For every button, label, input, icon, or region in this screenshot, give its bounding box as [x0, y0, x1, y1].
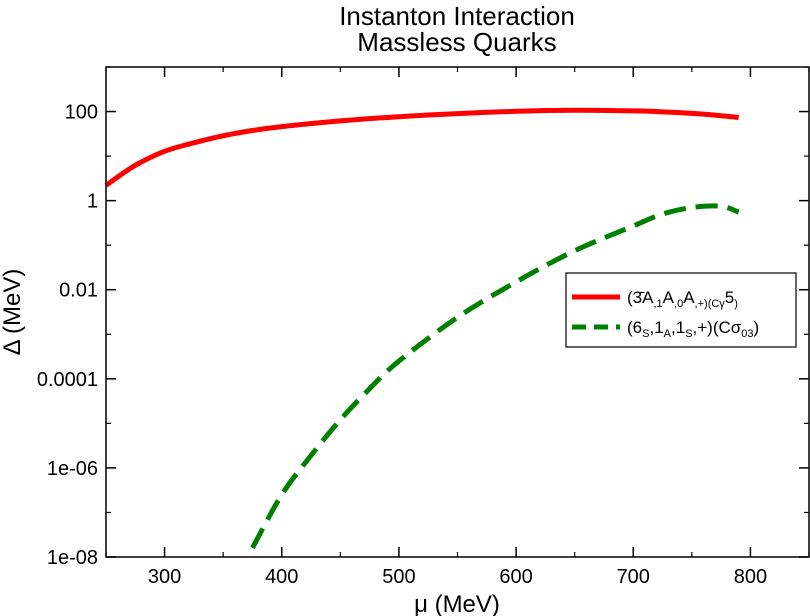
legend-text-part: A: [664, 328, 672, 340]
x-axis-label: μ (MeV): [414, 591, 500, 616]
series-line-2: [250, 203, 740, 550]
series-layer: [104, 107, 740, 550]
x-tick-label: 700: [617, 566, 650, 588]
legend-text-part: A: [663, 288, 675, 307]
legend-text-part: S: [685, 328, 692, 340]
legend-text-part: ): [734, 298, 738, 310]
legend-text-part: (6: [627, 318, 642, 337]
plot-area: 300 400 500 600 700 800 1e-081e-060.00010.011…: [37, 66, 810, 588]
legend: (3̄A,1A,0A,+)(Cγ5) (6S,1A,1S,+)(Cσ03): [565, 272, 797, 348]
legend-text-part: S: [642, 328, 649, 340]
y-tick-label: 100: [65, 102, 98, 124]
x-tick-label: 800: [734, 566, 767, 588]
legend-text-part: (: [627, 288, 633, 307]
x-tick-label: 500: [382, 566, 415, 588]
y-tick-label: 1e-06: [47, 458, 98, 480]
y-tick-label: 0.0001: [37, 369, 98, 391]
x-axis-ticks: 300 400 500 600 700 800: [105, 67, 810, 588]
legend-text-part: ,0: [674, 298, 683, 310]
series-line-1: [104, 107, 739, 188]
y-axis-ticks: 1e-08 1e-06 0.0001 0.01 1 100: [37, 66, 809, 569]
legend-text-part: ): [754, 318, 760, 337]
y-tick-label: 0.01: [59, 280, 98, 302]
legend-label-series-1: (3̄A,1A,0A,+)(Cγ5): [627, 288, 738, 310]
legend-text-part: 3̄: [633, 288, 645, 307]
x-tick-label: 600: [499, 566, 532, 588]
legend-text-part: ,1: [649, 318, 663, 337]
legend-box: [565, 272, 797, 348]
legend-text-part: ,1: [671, 318, 685, 337]
legend-text-part: 03: [741, 328, 753, 340]
legend-text-part: 5: [725, 288, 734, 307]
chart-title: Instanton Interaction: [339, 1, 575, 31]
legend-text-part: ,1: [653, 298, 662, 310]
legend-text-part: A: [683, 288, 695, 307]
legend-label-series-2: (6S,1A,1S,+)(Cσ03): [627, 318, 759, 340]
legend-text-part: ,+)(Cγ: [695, 298, 726, 310]
x-tick-label: 400: [265, 566, 298, 588]
y-tick-label: 1e-08: [47, 547, 98, 569]
chart-subtitle: Massless Quarks: [357, 27, 556, 57]
x-tick-label: 300: [148, 566, 181, 588]
legend-text-part: ,+)(Cσ: [693, 318, 742, 337]
y-axis-label: Δ (MeV): [0, 269, 26, 356]
y-tick-label: 1: [87, 191, 98, 213]
legend-text-part: A: [642, 288, 654, 307]
